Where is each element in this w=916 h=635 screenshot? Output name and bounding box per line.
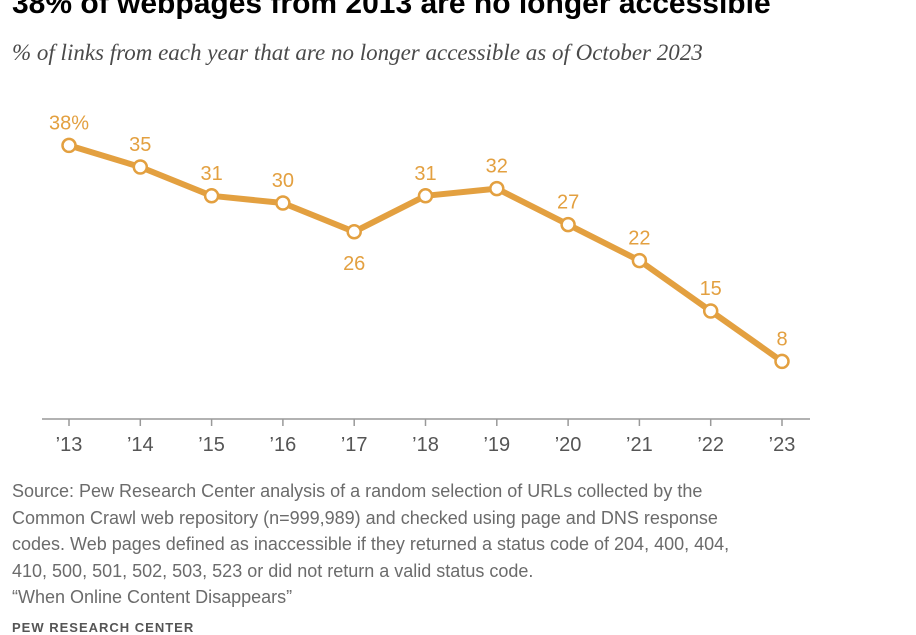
report-title: “When Online Content Disappears” — [12, 587, 293, 607]
x-tick-label: ’21 — [626, 434, 653, 456]
data-label: 31 — [414, 163, 436, 185]
chart-title: 38% of webpages from 2013 are no longer … — [12, 0, 771, 20]
data-label: 31 — [200, 163, 222, 185]
chart-subtitle: % of links from each year that are no lo… — [12, 40, 703, 65]
x-tick-label: ’13 — [56, 434, 83, 456]
line-chart: ’13’14’15’16’17’18’19’20’21’22’23 38%353… — [42, 112, 810, 456]
data-point — [275, 195, 291, 211]
data-point — [774, 353, 790, 370]
data-point — [203, 188, 220, 204]
x-tick-label: ’22 — [697, 434, 724, 456]
data-label: 22 — [628, 228, 650, 250]
source-line: 410, 500, 501, 502, 503, 523 or did not … — [12, 560, 534, 581]
data-label: 38% — [49, 112, 89, 134]
x-tick-label: ’17 — [341, 434, 368, 456]
data-label: 35 — [129, 134, 151, 156]
source-line: Source: Pew Research Center analysis of … — [12, 481, 703, 501]
data-point — [560, 216, 576, 233]
x-axis-ticks — [68, 419, 783, 426]
x-axis-tick-labels: ’13 ’14 ’15 ’16 ’17 ’18 ’19 ’20 ’21 ’22 ’23 — [56, 434, 796, 456]
data-point — [631, 252, 648, 269]
data-point — [346, 224, 362, 240]
data-label: 15 — [700, 278, 722, 300]
data-point — [417, 188, 434, 204]
x-tick-label: ’16 — [270, 434, 297, 456]
data-label: 32 — [486, 156, 508, 178]
source-line: codes. Web pages defined as inaccessible… — [12, 534, 730, 554]
x-tick-label: ’18 — [412, 434, 439, 456]
series-markers — [61, 137, 790, 370]
data-point — [702, 303, 719, 319]
data-point — [489, 180, 505, 197]
x-tick-label: ’19 — [483, 434, 510, 456]
x-tick-label: ’23 — [769, 434, 796, 456]
data-label: 8 — [776, 328, 787, 350]
data-point — [61, 137, 77, 154]
source-line: Common Crawl web repository (n=999,989) … — [12, 507, 718, 528]
x-tick-label: ’15 — [198, 434, 225, 456]
source-note: Source: Pew Research Center analysis of … — [12, 478, 892, 611]
x-tick-label: ’20 — [555, 434, 582, 456]
data-label: 30 — [272, 170, 294, 192]
data-labels: 38% 35 31 30 26 31 32 27 22 15 8 — [49, 112, 788, 350]
x-tick-label: ’14 — [127, 434, 154, 456]
data-label: 27 — [557, 192, 579, 214]
data-label: 26 — [343, 253, 365, 275]
data-point — [132, 159, 149, 175]
